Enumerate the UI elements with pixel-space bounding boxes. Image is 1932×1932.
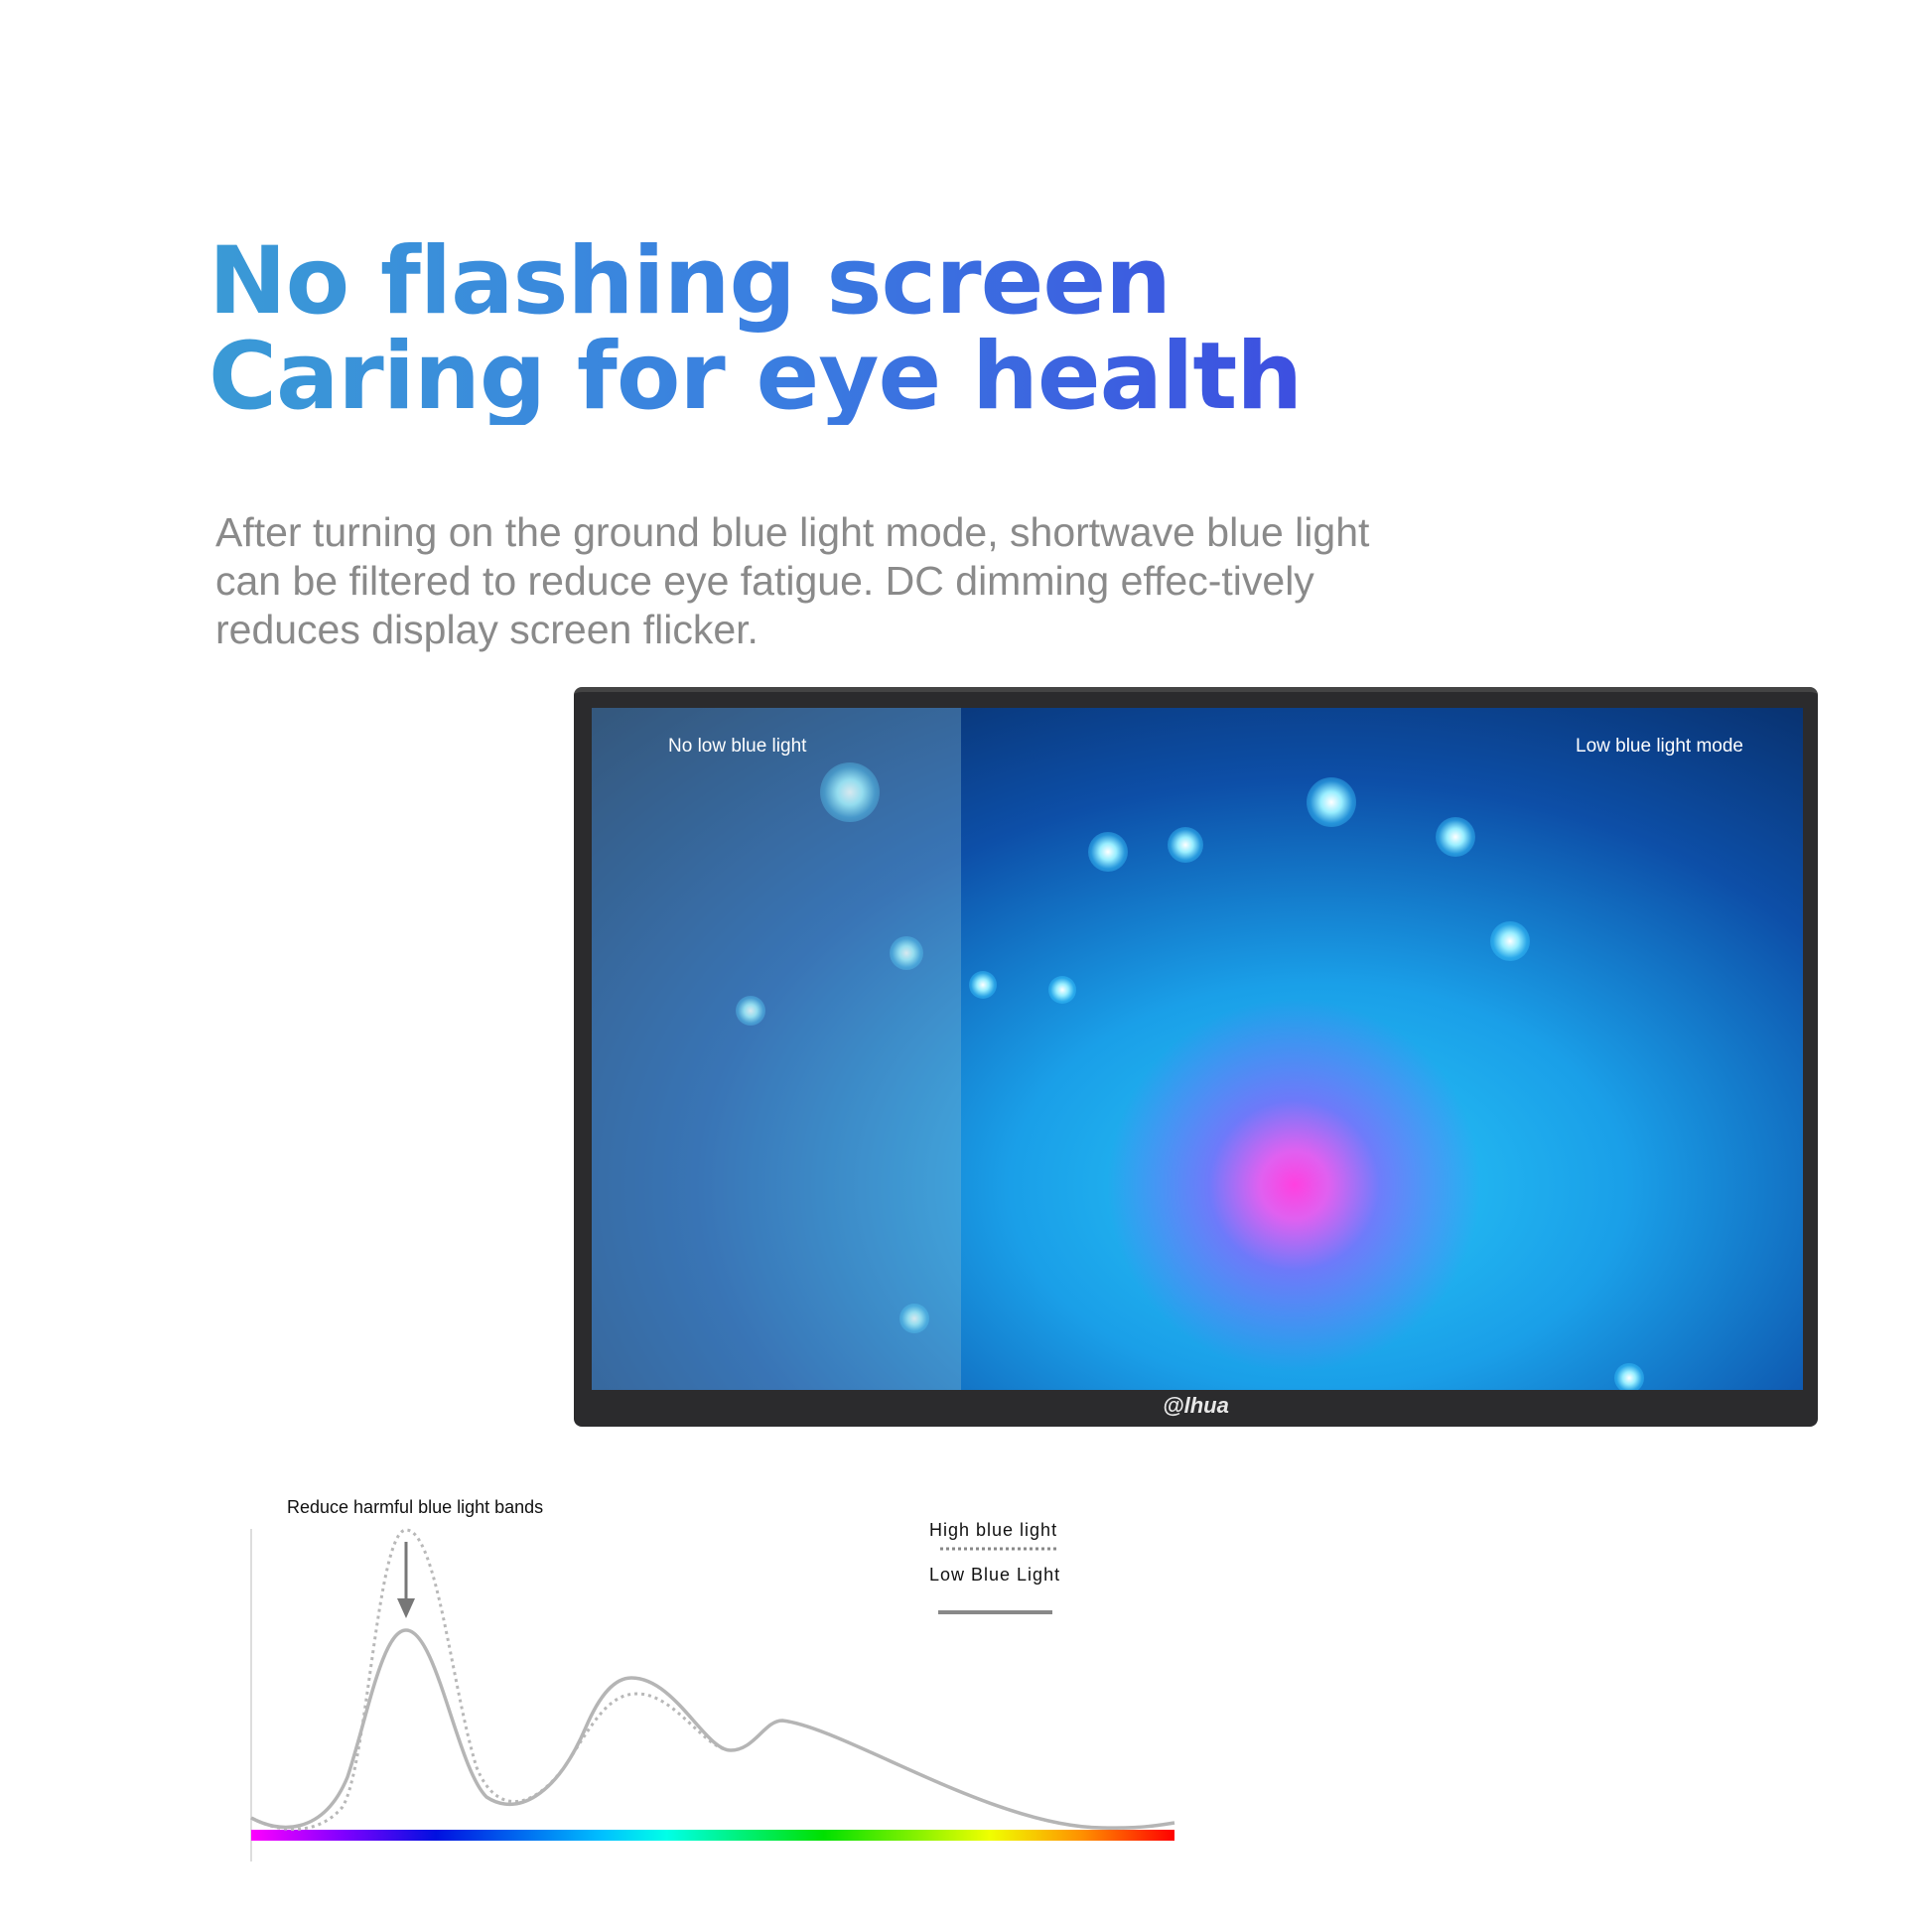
headline-line1: No flashing screen [208, 227, 1171, 336]
right-label: Low blue light mode [1576, 736, 1743, 757]
left-label: No low blue light [668, 736, 807, 757]
brand-logo: @lhua [1163, 1393, 1229, 1418]
legend-high-blue-light: High blue light [929, 1520, 1058, 1540]
low-blue-light-curve [250, 1628, 1175, 1830]
no-low-blue-light-half [592, 708, 961, 1390]
headline: No flashing screen Caring for eye health [208, 234, 1302, 425]
spectrum-annotation: Reduce harmful blue light bands [287, 1497, 544, 1517]
description: After turning on the ground blue light m… [215, 509, 1370, 652]
spectrum-bar [251, 1830, 1174, 1841]
monitor-screen-image: No low blue light Low blue light mode [592, 708, 1803, 1390]
monitor: No low blue light Low blue light mode @l… [574, 687, 1818, 1427]
legend-low-blue-light: Low Blue Light [929, 1565, 1061, 1585]
headline-line2: Caring for eye health [208, 323, 1303, 431]
